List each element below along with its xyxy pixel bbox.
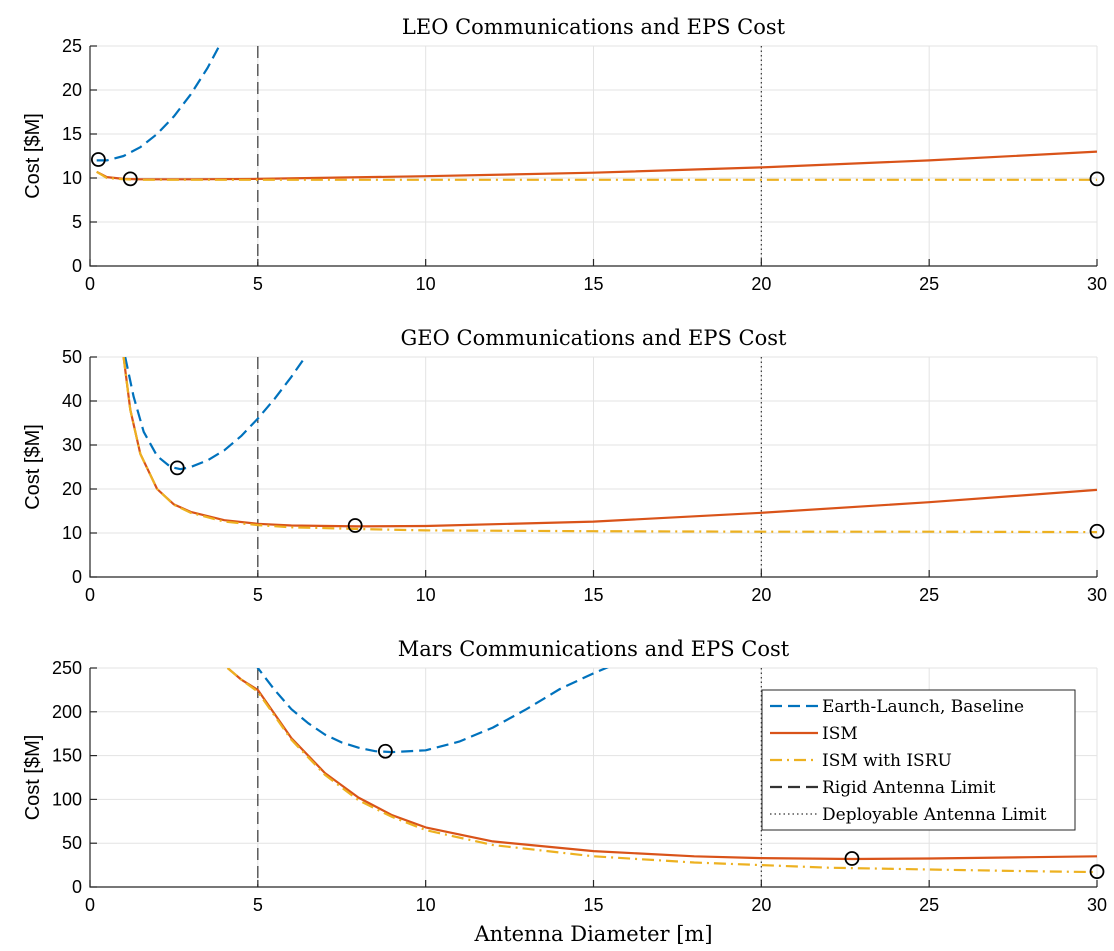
x-tick-label: 30: [1087, 585, 1107, 605]
x-tick-label: 0: [85, 585, 95, 605]
legend-box: [761, 689, 1076, 831]
minimum-marker: [90, 152, 106, 167]
x-tick-label: 25: [919, 274, 939, 294]
chart-title: LEO Communications and EPS Cost: [402, 15, 786, 39]
chart-title: Mars Communications and EPS Cost: [398, 637, 790, 661]
y-tick-label: 0: [72, 256, 82, 276]
y-tick-label: 10: [62, 523, 82, 543]
chart-title: GEO Communications and EPS Cost: [401, 326, 788, 350]
legend-label: Rigid Antenna Limit: [822, 778, 996, 798]
minimum-marker: [347, 518, 363, 533]
x-tick-label: 0: [85, 274, 95, 294]
y-tick-label: 150: [52, 746, 82, 766]
y-tick-label: 10: [62, 168, 82, 188]
series-line-ism: [96, 150, 1097, 181]
y-tick-label: 50: [62, 833, 82, 853]
x-tick-label: 20: [751, 895, 771, 915]
series-line-ism-with-isru: [96, 170, 1097, 181]
x-tick-label: 20: [751, 274, 771, 294]
chart-panel-2: 0 5 10 15 20 25 30 0 10 20 30 40 50 GEO Communication…: [22, 326, 1107, 605]
y-tick-label: 20: [62, 80, 82, 100]
x-tick-label: 5: [253, 585, 263, 605]
x-tick-label: 20: [751, 585, 771, 605]
y-axis-label: Cost [$M]: [22, 113, 44, 199]
series-line-ism-with-isru: [122, 357, 1097, 534]
series-line-ism-with-isru: [226, 668, 1097, 874]
x-tick-label: 30: [1087, 895, 1107, 915]
x-tick-label: 15: [583, 274, 603, 294]
x-tick-label: 10: [416, 585, 436, 605]
minimum-marker: [169, 460, 185, 476]
x-tick-label: 15: [583, 585, 603, 605]
minimum-marker: [1089, 864, 1105, 880]
y-tick-label: 200: [52, 702, 82, 722]
y-tick-label: 100: [52, 789, 82, 809]
series-line-ism: [122, 357, 1097, 528]
y-axis-label: Cost [$M]: [22, 735, 44, 821]
chart-panel-3: 0 5 10 15 20 25 30 0 50 100 150 200 250 Mars Communic…: [22, 637, 1107, 915]
x-axis-label: Antenna Diameter [m]: [473, 922, 712, 946]
x-tick-label: 10: [416, 895, 436, 915]
series-line-earth-launch-baseline: [96, 46, 221, 162]
y-tick-label: 20: [62, 479, 82, 499]
x-tick-label: 5: [253, 274, 263, 294]
y-tick-label: 250: [52, 658, 82, 678]
y-tick-label: 5: [72, 212, 82, 232]
chart-panel-1: 0 5 10 15 20 25 30 0 5 10 15 20 25 LEO Communications…: [22, 15, 1107, 294]
y-tick-label: 40: [62, 391, 82, 411]
series-group: [226, 668, 1097, 874]
minimum-marker: [844, 851, 860, 866]
x-tick-label: 10: [416, 274, 436, 294]
series-group: [96, 46, 1097, 181]
series-line-earth-launch-baseline: [124, 357, 307, 471]
y-tick-label: 0: [72, 567, 82, 587]
x-tick-label: 25: [919, 895, 939, 915]
legend-label: ISM: [822, 724, 858, 744]
series-group: [122, 357, 1097, 534]
minimum-marker: [122, 171, 138, 187]
y-axis-label: Cost [$M]: [22, 424, 44, 510]
x-tick-label: 0: [85, 895, 95, 915]
x-tick-label: 15: [583, 895, 603, 915]
minimum-marker: [377, 743, 393, 759]
legend-label: Earth-Launch, Baseline: [822, 697, 1024, 717]
minimum-marker: [1089, 523, 1105, 539]
legend-label: Deployable Antenna Limit: [822, 805, 1047, 825]
minimum-marker: [1089, 171, 1105, 187]
legend: Earth-Launch, Baseline ISM ISM with ISRU Ri…: [761, 689, 1076, 831]
series-line-earth-launch-baseline: [256, 668, 609, 754]
y-tick-label: 0: [72, 877, 82, 897]
y-tick-label: 15: [62, 124, 82, 144]
y-tick-label: 50: [62, 347, 82, 367]
x-tick-label: 5: [253, 895, 263, 915]
y-tick-label: 30: [62, 435, 82, 455]
legend-label: ISM with ISRU: [822, 751, 952, 771]
x-tick-label: 30: [1087, 274, 1107, 294]
x-tick-label: 25: [919, 585, 939, 605]
y-tick-label: 25: [62, 36, 82, 56]
